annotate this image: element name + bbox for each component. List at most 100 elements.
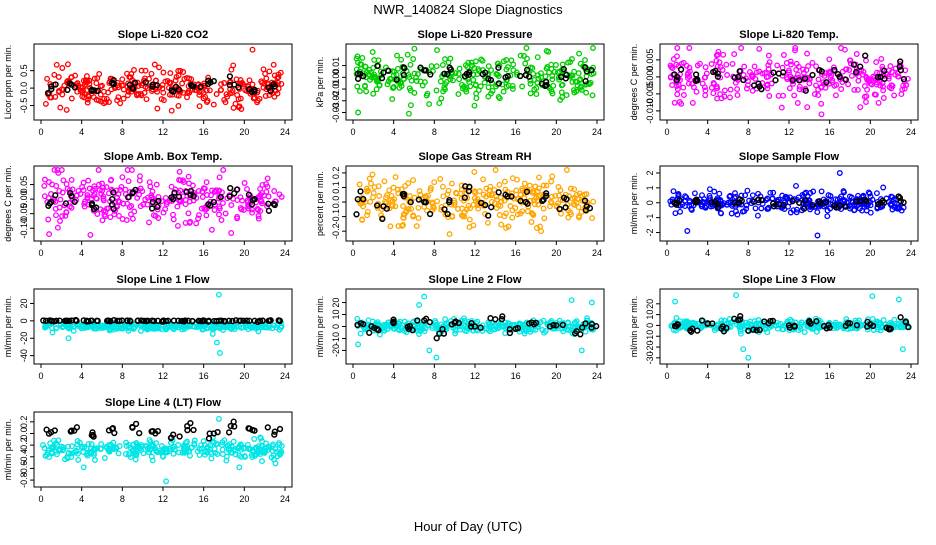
data-point — [541, 215, 548, 222]
summary-point — [553, 322, 560, 329]
data-point — [195, 187, 202, 194]
data-point — [873, 190, 880, 197]
x-tick-label: 4 — [705, 371, 710, 381]
data-point — [374, 319, 381, 326]
x-tick-label: 8 — [432, 371, 437, 381]
summary-point — [71, 84, 79, 91]
data-point — [801, 329, 808, 336]
outlier-point — [814, 232, 821, 239]
data-point — [56, 187, 63, 194]
data-point — [186, 323, 193, 330]
outlier-point — [355, 109, 362, 116]
data-point — [196, 452, 203, 459]
summary-point — [796, 199, 803, 206]
data-point — [182, 449, 189, 456]
y-tick-label: -2 — [645, 229, 655, 237]
data-point — [144, 194, 151, 201]
data-point — [770, 189, 777, 196]
data-point — [711, 327, 718, 334]
data-point — [716, 59, 723, 66]
outlier-point — [236, 464, 243, 471]
data-point — [786, 199, 793, 206]
panel-title: Slope Line 2 Flow — [429, 274, 522, 286]
data-point — [79, 89, 86, 96]
y-tick-label: 0 — [645, 323, 655, 328]
data-point — [240, 445, 247, 452]
data-point — [737, 327, 744, 334]
summary-point — [736, 68, 743, 75]
summary-point — [897, 58, 904, 65]
x-tick-label: 24 — [280, 371, 290, 381]
data-point — [542, 73, 549, 80]
y-tick-label: -0.03 — [331, 102, 341, 123]
data-point — [123, 439, 130, 446]
data-point — [867, 209, 874, 216]
summary-point — [818, 68, 825, 75]
summary-point — [495, 64, 502, 71]
data-point — [689, 99, 696, 106]
summary-point — [709, 320, 716, 327]
data-point — [41, 445, 48, 452]
data-point — [119, 216, 126, 222]
summary-point — [243, 317, 250, 324]
summary-point — [745, 327, 752, 334]
data-point — [671, 99, 678, 106]
data-point — [522, 60, 529, 67]
summary-point — [789, 76, 796, 84]
data-point — [149, 325, 156, 332]
summary-point — [218, 317, 225, 324]
data-point — [703, 70, 710, 77]
data-point — [863, 57, 869, 64]
data-point — [888, 202, 895, 209]
summary-point — [813, 318, 820, 325]
data-point — [381, 327, 388, 334]
panel-8: Slope Line 2 Flow 0 4 8 12 16 20 24 -20-10 0 10 20 m… — [315, 274, 605, 381]
summary-point — [126, 317, 134, 324]
summary-point — [168, 194, 175, 201]
data-point — [501, 178, 508, 185]
data-point — [239, 197, 246, 204]
summary-point — [401, 65, 408, 72]
data-point — [146, 75, 152, 82]
data-point — [196, 212, 202, 219]
outlier-point — [80, 464, 87, 471]
data-point — [175, 72, 182, 79]
y-tick-label: -0.2 — [19, 437, 29, 453]
data-point — [100, 197, 107, 204]
data-point — [846, 193, 853, 200]
x-tick-label: 8 — [120, 127, 125, 137]
summary-point — [366, 329, 373, 336]
summary-point — [178, 317, 185, 325]
summary-point — [149, 83, 156, 90]
data-point — [443, 79, 450, 85]
data-point — [535, 201, 542, 208]
summary-point — [581, 197, 589, 204]
data-point — [563, 92, 570, 99]
summary-point — [353, 211, 360, 218]
x-tick-label: 8 — [746, 127, 751, 137]
data-point — [43, 451, 50, 458]
summary-point — [68, 317, 75, 324]
data-point — [366, 175, 373, 182]
data-point — [41, 193, 48, 200]
y-axis-label: ml/min per min. — [315, 296, 325, 358]
data-point — [549, 76, 556, 83]
data-point — [475, 200, 481, 207]
summary-point — [579, 324, 586, 331]
data-point — [864, 326, 871, 333]
data-point — [818, 84, 825, 91]
data-point — [57, 196, 64, 203]
x-tick-label: 8 — [746, 248, 751, 258]
data-point — [271, 322, 278, 329]
data-point — [135, 83, 142, 90]
summary-point — [149, 198, 156, 206]
summary-point — [586, 205, 594, 212]
x-tick-label: 0 — [664, 127, 669, 137]
data-point — [389, 84, 396, 91]
summary-point — [116, 317, 123, 325]
data-point — [160, 97, 167, 104]
data-point — [193, 220, 200, 227]
summary-point — [577, 331, 584, 338]
summary-point — [758, 196, 765, 204]
data-point — [130, 446, 137, 453]
